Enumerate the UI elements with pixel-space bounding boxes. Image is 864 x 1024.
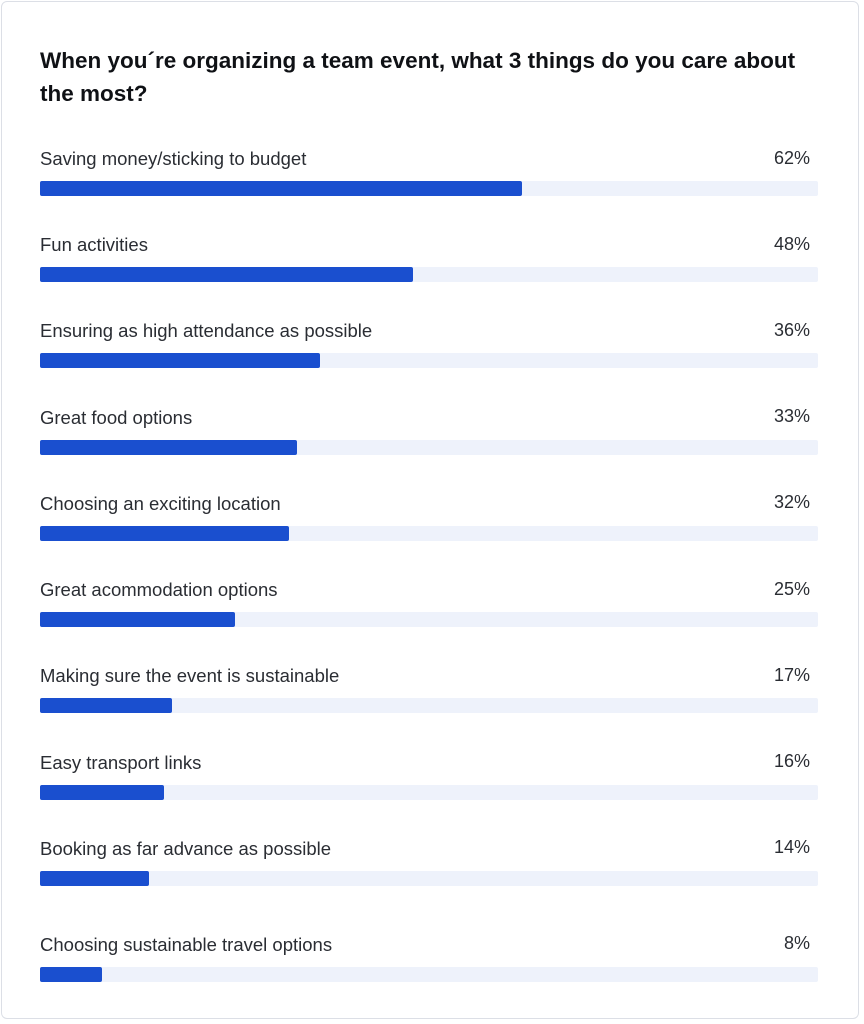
bar-track <box>40 967 818 982</box>
bar-track <box>40 440 818 455</box>
bar <box>40 785 164 800</box>
chart-title: When you´re organizing a team event, wha… <box>40 48 796 106</box>
bar-value-label: 48% <box>773 234 810 254</box>
bar-value-label: 33% <box>773 406 810 426</box>
bar-track <box>40 871 818 886</box>
bar-value-label: 25% <box>773 579 810 599</box>
bar-label: Fun activities <box>40 234 148 255</box>
bar-value-label: 36% <box>773 320 810 340</box>
bar-label: Easy transport links <box>40 752 202 773</box>
bar <box>40 440 297 455</box>
bar <box>40 967 102 982</box>
bar-track <box>40 612 818 627</box>
bar-track <box>40 181 818 196</box>
bar-label: Saving money/sticking to budget <box>40 148 307 169</box>
bar-track <box>40 353 818 368</box>
bar-track <box>40 698 818 713</box>
bar-track <box>40 267 818 282</box>
bar-label: Making sure the event is sustainable <box>40 665 340 686</box>
bar <box>40 526 289 541</box>
bar <box>40 698 172 713</box>
bar-value-label: 8% <box>783 933 810 953</box>
bar-label: Choosing an exciting location <box>40 493 281 514</box>
bar-label: Choosing sustainable travel options <box>40 934 333 955</box>
bar-value-label: 16% <box>773 751 810 771</box>
bar <box>40 267 413 282</box>
bar-track <box>40 526 818 541</box>
bar-value-label: 14% <box>773 837 810 857</box>
bar-value-label: 32% <box>773 492 810 512</box>
bar-label: Ensuring as high attendance as possible <box>40 320 373 341</box>
bar-label: Great food options <box>40 407 193 428</box>
bar-label: Great acommodation options <box>40 579 278 600</box>
bar-value-label: 62% <box>773 148 810 168</box>
bar-value-label: 17% <box>773 665 810 685</box>
bar <box>40 871 149 886</box>
bar <box>40 612 235 627</box>
bar-track <box>40 785 818 800</box>
bar <box>40 353 320 368</box>
bar-label: Booking as far advance as possible <box>40 838 332 859</box>
bar <box>40 181 522 196</box>
